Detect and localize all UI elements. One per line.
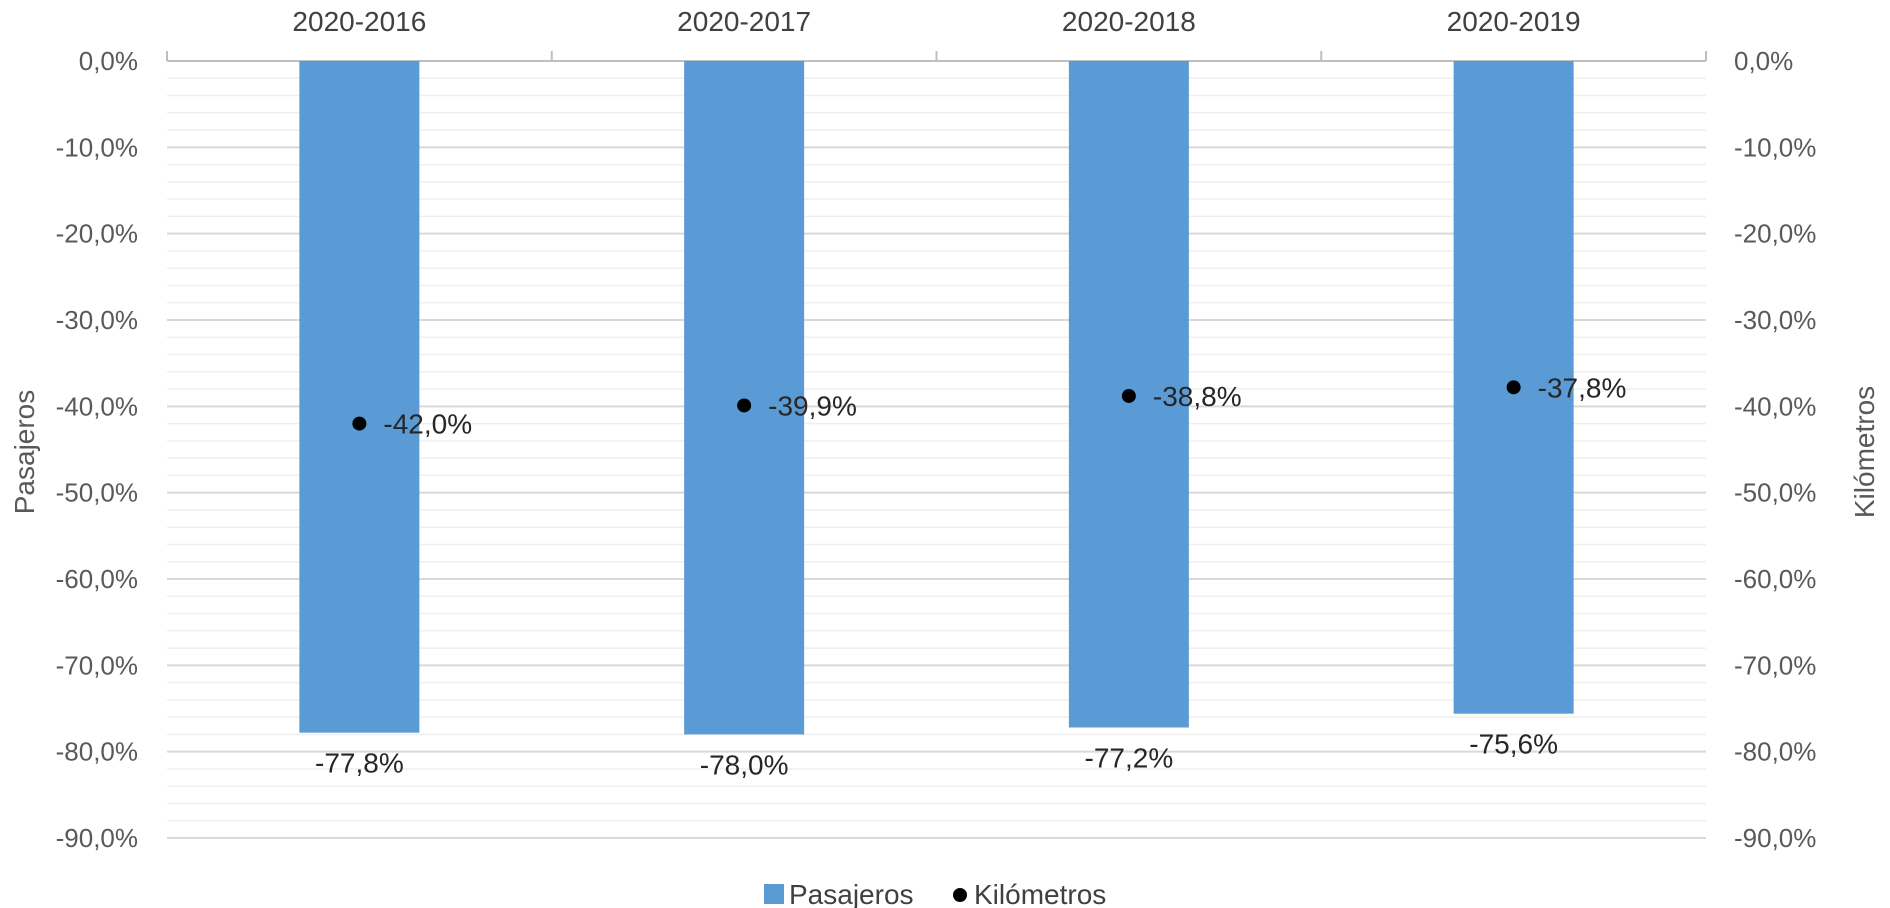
category-label: 2020-2016 (292, 6, 426, 37)
category-label: 2020-2017 (677, 6, 811, 37)
left-tick-label: -70,0% (56, 650, 138, 680)
kilometros-point (1506, 380, 1521, 395)
right-tick-label: -80,0% (1734, 737, 1816, 767)
right-tick-label: -90,0% (1734, 823, 1816, 853)
right-axis-title: Kilómetros (1849, 386, 1880, 518)
pasajeros-data-labels: -77,8% -78,0% -77,2% -75,6% (315, 729, 1558, 781)
kilometros-data-label: -37,8% (1538, 372, 1627, 403)
kilometros-data-label: -42,0% (383, 409, 472, 440)
right-axis-tick-labels: 0,0% -10,0% -20,0% -30,0% -40,0% -50,0% -60,0%… (1734, 46, 1816, 853)
right-tick-label: -40,0% (1734, 391, 1816, 421)
right-tick-label: -60,0% (1734, 564, 1816, 594)
pasajeros-bar (684, 61, 805, 735)
category-label: 2020-2019 (1447, 6, 1581, 37)
left-tick-label: -20,0% (56, 219, 138, 249)
kilometros-point (737, 398, 752, 413)
kilometros-data-label: -38,8% (1153, 381, 1242, 412)
legend-kilometros-marker (953, 888, 967, 902)
legend-kilometros-label: Kilómetros (974, 879, 1106, 908)
right-tick-label: -20,0% (1734, 219, 1816, 249)
pasajeros-data-label: -75,6% (1469, 729, 1558, 760)
pasajeros-data-label: -78,0% (700, 749, 789, 780)
left-tick-label: -60,0% (56, 564, 138, 594)
right-tick-label: -10,0% (1734, 132, 1816, 162)
category-axis: 2020-2016 2020-2017 2020-2018 2020-2019 (166, 6, 1707, 62)
left-tick-label: -80,0% (56, 737, 138, 767)
kilometros-data-labels: -42,0% -39,9% -38,8% -37,8% (383, 372, 1626, 439)
legend: Pasajeros Kilómetros (764, 879, 1106, 908)
left-axis-tick-labels: 0,0% -10,0% -20,0% -30,0% -40,0% -50,0% -60,0%… (56, 46, 138, 853)
right-tick-label: -50,0% (1734, 478, 1816, 508)
pasajeros-bar (299, 61, 420, 733)
minor-gridlines (167, 77, 1706, 822)
pasajeros-bars (299, 61, 1574, 735)
legend-pasajeros-swatch (764, 884, 784, 904)
right-tick-label: 0,0% (1734, 46, 1793, 76)
right-tick-label: -70,0% (1734, 650, 1816, 680)
category-label: 2020-2018 (1062, 6, 1196, 37)
left-tick-label: -10,0% (56, 132, 138, 162)
right-tick-label: -30,0% (1734, 305, 1816, 335)
legend-pasajeros-label: Pasajeros (789, 879, 914, 908)
left-tick-label: -90,0% (56, 823, 138, 853)
pasajeros-data-label: -77,2% (1085, 742, 1174, 773)
kilometros-point (1121, 388, 1136, 403)
left-tick-label: -40,0% (56, 391, 138, 421)
kilometros-data-label: -39,9% (768, 390, 857, 421)
kilometros-points (352, 380, 1521, 431)
left-tick-label: 0,0% (79, 46, 138, 76)
pasajeros-data-label: -77,8% (315, 748, 404, 779)
left-tick-label: -30,0% (56, 305, 138, 335)
left-tick-label: -50,0% (56, 478, 138, 508)
left-axis-title: Pasajeros (9, 390, 40, 515)
kilometros-point (352, 416, 367, 431)
